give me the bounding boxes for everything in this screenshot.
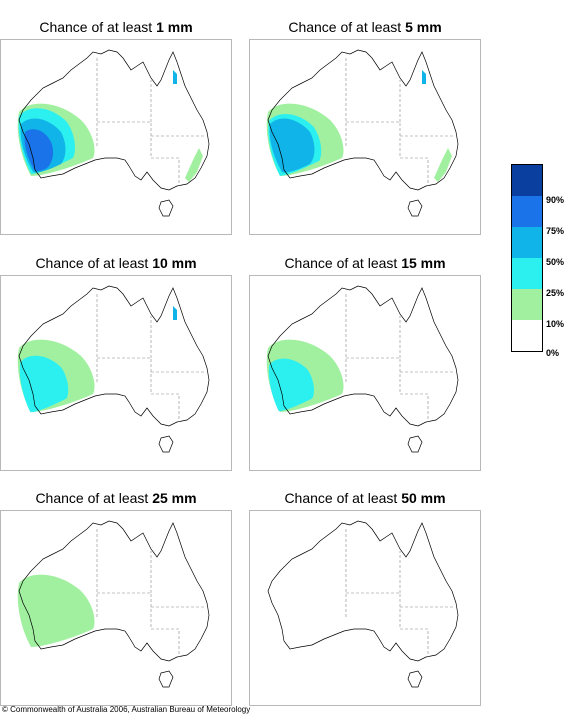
australia-outline (18, 49, 210, 191)
state-borders (345, 529, 454, 657)
tasmania-outline (158, 670, 174, 688)
legend-swatch (512, 289, 542, 320)
state-borders (345, 294, 454, 422)
tasmania-outline (158, 199, 174, 217)
tasmania-outline (407, 199, 423, 217)
australia-map (249, 275, 481, 471)
legend-label: 50% (546, 257, 565, 267)
legend-label: 25% (546, 288, 565, 298)
state-borders (96, 58, 205, 186)
panel-title-prefix: Chance of at least (39, 19, 153, 35)
forecast-panel-15mm: Chance of at least 15 mm (249, 254, 481, 471)
panel-title: Chance of at least 50 mm (249, 489, 481, 509)
tasmania-outline (158, 435, 174, 453)
forecast-panel-10mm: Chance of at least 10 mm (0, 254, 232, 471)
tasmania-outline (407, 435, 423, 453)
panel-title-prefix: Chance of at least (288, 19, 402, 35)
australia-map (0, 275, 232, 471)
tasmania-outline (407, 670, 423, 688)
legend-swatch (512, 165, 542, 196)
panel-title-amount: 5 mm (405, 19, 442, 35)
zone-25-50 (19, 355, 69, 413)
legend-label: 75% (546, 226, 565, 236)
zone-east-coast (185, 148, 203, 182)
panel-title-amount: 25 mm (152, 490, 197, 506)
map-svg (266, 285, 459, 453)
copyright-notice: © Commonwealth of Australia 2006, Austra… (2, 705, 251, 714)
map-svg (267, 520, 459, 688)
australia-map (0, 39, 232, 235)
panel-title-amount: 10 mm (152, 255, 197, 271)
australia-outline (267, 49, 459, 191)
panel-title: Chance of at least 1 mm (0, 18, 232, 38)
legend-swatch (512, 227, 542, 258)
zone-50-75 (269, 118, 315, 173)
state-borders (345, 58, 454, 186)
forecast-panel-50mm: Chance of at least 50 mm (249, 489, 481, 706)
panel-title: Chance of at least 5 mm (249, 18, 481, 38)
panel-title-prefix: Chance of at least (284, 490, 398, 506)
panel-title-prefix: Chance of at least (35, 255, 149, 271)
panel-title-prefix: Chance of at least (284, 255, 398, 271)
zone-10-25 (17, 574, 95, 647)
state-borders (96, 529, 205, 657)
zone-north-coast (173, 70, 177, 84)
legend-swatch (512, 320, 542, 351)
map-svg (17, 520, 210, 688)
australia-outline (18, 520, 210, 662)
legend-label: 10% (546, 319, 565, 329)
legend-label: 0% (546, 348, 560, 358)
state-borders (96, 294, 205, 422)
australia-map (249, 510, 481, 706)
legend-color-bar (511, 164, 543, 352)
map-svg (17, 49, 210, 217)
zone-east-coast (434, 148, 452, 182)
zone-north-coast (173, 306, 177, 320)
zone-north-coast (422, 70, 426, 84)
panel-title-amount: 15 mm (401, 255, 446, 271)
panel-title-amount: 1 mm (156, 19, 193, 35)
legend-label: 90% (546, 195, 565, 205)
australia-outline (18, 285, 210, 427)
australia-map (0, 510, 232, 706)
australia-outline (267, 285, 459, 427)
panel-title: Chance of at least 10 mm (0, 254, 232, 274)
zone-25-50 (268, 358, 314, 412)
map-svg (266, 49, 459, 217)
australia-map (249, 39, 481, 235)
forecast-panel-1mm: Chance of at least 1 mm (0, 18, 232, 235)
legend-swatch (512, 258, 542, 289)
legend-swatch (512, 196, 542, 227)
map-svg (17, 285, 210, 453)
panel-title-prefix: Chance of at least (35, 490, 149, 506)
australia-outline (267, 520, 459, 662)
panel-title-amount: 50 mm (401, 490, 446, 506)
forecast-panel-5mm: Chance of at least 5 mm (249, 18, 481, 235)
forecast-panel-25mm: Chance of at least 25 mm (0, 489, 232, 706)
panel-title: Chance of at least 25 mm (0, 489, 232, 509)
panel-title: Chance of at least 15 mm (249, 254, 481, 274)
zone-75-90 (24, 129, 54, 171)
